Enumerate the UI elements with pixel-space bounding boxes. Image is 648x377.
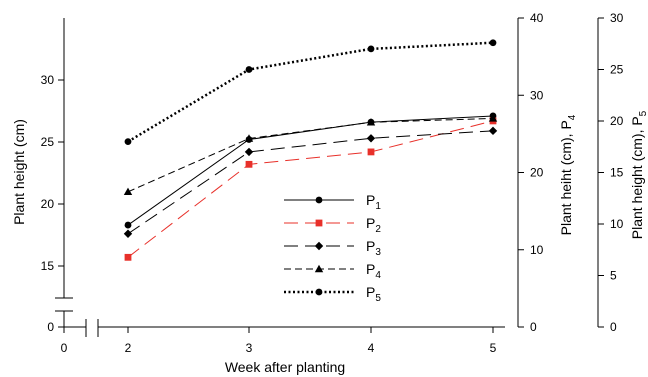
legend-label-p1: P1 <box>366 192 381 212</box>
data-point-p5 <box>124 138 132 146</box>
right-axis-1-tick-label: 20 <box>530 166 544 180</box>
right-axis-1-tick-label: 30 <box>530 88 544 102</box>
x-axis-tick-label: 3 <box>246 341 253 355</box>
data-point-p3 <box>244 147 254 157</box>
right-axis-2-tick-label: 5 <box>610 269 617 283</box>
data-point-p4 <box>123 187 133 196</box>
series-p4 <box>123 114 498 196</box>
data-point-p2 <box>245 160 253 168</box>
x-axis-title: Week after planting <box>225 359 345 375</box>
series <box>123 39 498 261</box>
left-axis-tick-label: 15 <box>41 259 55 273</box>
legend-label-sub: 3 <box>375 247 381 258</box>
right-axis-2-title-main: Plant height (cm), P <box>629 116 645 239</box>
right-axis-2-tick-label: 15 <box>610 166 624 180</box>
left-axis-tick-label: 0 <box>47 320 54 334</box>
legend-label-main: P <box>366 284 375 300</box>
data-point-p3 <box>488 126 498 136</box>
legend-marker-p1 <box>315 196 323 204</box>
series-line-p2 <box>127 120 494 258</box>
data-point-p3 <box>366 134 376 143</box>
series-line-p1 <box>127 115 494 226</box>
series-p1 <box>124 112 497 229</box>
data-point-p5 <box>489 39 497 47</box>
right-axis-1-title: Plant heiht (cm), P4 <box>558 114 578 235</box>
left-axis-tick-label: 20 <box>41 197 55 211</box>
x-axis-tick-label: 5 <box>490 341 497 355</box>
data-point-p1 <box>124 221 132 229</box>
legend-item-p4: P4 <box>284 261 381 281</box>
right-axis-2-tick-label: 30 <box>610 11 624 25</box>
data-point-p2 <box>124 253 132 261</box>
data-point-p3 <box>123 229 133 238</box>
legend-label-p3: P3 <box>366 238 381 258</box>
series-line-p4 <box>127 117 494 193</box>
legend-label-p4: P4 <box>366 261 381 281</box>
legend-item-p3: P3 <box>284 238 381 258</box>
left-axis-title: Plant height (cm) <box>11 119 27 225</box>
legend-label-sub: 2 <box>375 224 381 235</box>
right-axis-2-tick-label: 25 <box>610 63 624 77</box>
data-point-p4 <box>366 118 376 126</box>
legend-label-main: P <box>366 215 375 231</box>
legend-marker-p3 <box>314 241 324 251</box>
legend-marker-p4 <box>314 264 324 273</box>
data-point-p5 <box>245 66 253 73</box>
right-axis-2-tick-label: 0 <box>610 320 617 334</box>
right-axis-1-tick-label: 10 <box>530 243 544 257</box>
legend-label-sub: 4 <box>375 270 381 281</box>
legend-item-p1: P1 <box>284 192 381 212</box>
series-p5 <box>124 39 497 146</box>
legend-item-p2: P2 <box>284 215 381 235</box>
right-axis-1-title-sub: 4 <box>567 114 578 120</box>
legend-marker-p5 <box>315 288 323 296</box>
right-axis-2-tick-label: 10 <box>610 217 624 231</box>
right-axis-2-title: Plant height (cm), P5 <box>629 110 648 239</box>
right-axis-2-title-sub: 5 <box>638 110 648 116</box>
legend-label-main: P <box>366 192 375 208</box>
legend-label-sub: 1 <box>375 201 381 212</box>
right-axis-1-title-main: Plant heiht (cm), P <box>558 120 574 235</box>
data-point-p2 <box>367 148 375 156</box>
x-axis-tick-label: 4 <box>368 341 375 355</box>
legend-marker-p2 <box>315 219 323 227</box>
data-point-p4 <box>244 134 254 142</box>
right-axis-1-tick-label: 0 <box>530 320 537 334</box>
legend-item-p5: P5 <box>284 284 381 304</box>
right-axis-1-tick-label: 40 <box>530 11 544 25</box>
data-point-p4 <box>488 114 498 122</box>
legend-label-sub: 5 <box>375 293 381 304</box>
legend-label-p5: P5 <box>366 284 381 304</box>
left-axis-tick-label: 25 <box>41 135 55 149</box>
legend-label-main: P <box>366 261 375 277</box>
x-axis-tick-label: 0 <box>61 341 68 355</box>
x-axis-tick-label: 2 <box>125 341 132 355</box>
data-point-p5 <box>367 45 375 53</box>
series-p2 <box>124 117 497 261</box>
left-axis-tick-label: 30 <box>41 73 55 87</box>
series-line-p3 <box>127 130 494 235</box>
series-p3 <box>123 126 498 238</box>
series-line-p5 <box>127 41 494 143</box>
right-axis-2-tick-label: 20 <box>610 114 624 128</box>
legend-label-p2: P2 <box>366 215 381 235</box>
legend-label-main: P <box>366 238 375 254</box>
